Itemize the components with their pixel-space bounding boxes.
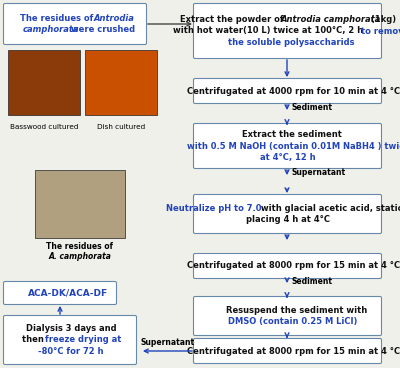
Text: A. camphorata: A. camphorata	[48, 252, 112, 261]
Text: The residues of: The residues of	[20, 14, 96, 23]
Text: Neutralize pH to 7.0: Neutralize pH to 7.0	[166, 204, 262, 213]
FancyBboxPatch shape	[194, 195, 382, 234]
Text: then: then	[22, 336, 47, 344]
Text: Supernatant: Supernatant	[140, 338, 194, 347]
Text: were crushed: were crushed	[68, 25, 135, 34]
Text: freeze drying at: freeze drying at	[45, 336, 121, 344]
Text: Extract the sediment: Extract the sediment	[242, 130, 342, 139]
Text: with glacial acetic acid, static: with glacial acetic acid, static	[258, 204, 400, 213]
FancyBboxPatch shape	[194, 297, 382, 336]
Text: Dish cultured: Dish cultured	[97, 124, 145, 130]
Text: Sediment: Sediment	[292, 277, 333, 286]
FancyBboxPatch shape	[194, 254, 382, 279]
Text: Centrifugated at 8000 rpm for 15 min at 4 °C: Centrifugated at 8000 rpm for 15 min at …	[187, 262, 400, 270]
FancyBboxPatch shape	[4, 4, 146, 45]
Text: Resuspend the sediment with: Resuspend the sediment with	[226, 306, 367, 315]
Text: DMSO (contain 0.25 M LiCl): DMSO (contain 0.25 M LiCl)	[228, 317, 357, 326]
Text: Extract the powder of: Extract the powder of	[180, 15, 286, 24]
FancyBboxPatch shape	[35, 170, 125, 238]
Text: The residues of: The residues of	[46, 242, 114, 251]
FancyBboxPatch shape	[194, 4, 382, 59]
Text: Antrodia: Antrodia	[93, 14, 134, 23]
Text: camphorata: camphorata	[22, 25, 79, 34]
Text: to remove: to remove	[361, 26, 400, 35]
FancyBboxPatch shape	[4, 315, 136, 364]
FancyBboxPatch shape	[194, 124, 382, 169]
FancyBboxPatch shape	[85, 50, 157, 115]
Text: (1kg): (1kg)	[368, 15, 396, 24]
Text: with 0.5 M NaOH (contain 0.01M NaBH4 ) twice: with 0.5 M NaOH (contain 0.01M NaBH4 ) t…	[187, 142, 400, 151]
FancyBboxPatch shape	[194, 78, 382, 103]
Text: Antrodia camphorata: Antrodia camphorata	[281, 15, 381, 24]
Text: with hot water(10 L) twice at 100°C, 2 h: with hot water(10 L) twice at 100°C, 2 h	[173, 26, 366, 35]
Text: -80°C for 72 h: -80°C for 72 h	[38, 347, 104, 356]
FancyBboxPatch shape	[194, 339, 382, 364]
Text: the soluble polysaccharids: the soluble polysaccharids	[228, 38, 354, 47]
Text: Basswood cultured: Basswood cultured	[10, 124, 78, 130]
Text: Supernatant: Supernatant	[292, 168, 346, 177]
Text: Centrifugated at 4000 rpm for 10 min at 4 °C: Centrifugated at 4000 rpm for 10 min at …	[187, 86, 400, 96]
Text: Centrifugated at 8000 rpm for 15 min at 4 °C: Centrifugated at 8000 rpm for 15 min at …	[187, 347, 400, 355]
Text: at 4°C, 12 h: at 4°C, 12 h	[260, 153, 316, 162]
Text: Sediment: Sediment	[292, 103, 333, 112]
Text: ACA-DK/ACA-DF: ACA-DK/ACA-DF	[28, 289, 108, 297]
Text: Dialysis 3 days and: Dialysis 3 days and	[26, 324, 117, 333]
FancyBboxPatch shape	[8, 50, 80, 115]
Text: placing 4 h at 4°C: placing 4 h at 4°C	[246, 215, 330, 224]
FancyBboxPatch shape	[4, 282, 116, 304]
